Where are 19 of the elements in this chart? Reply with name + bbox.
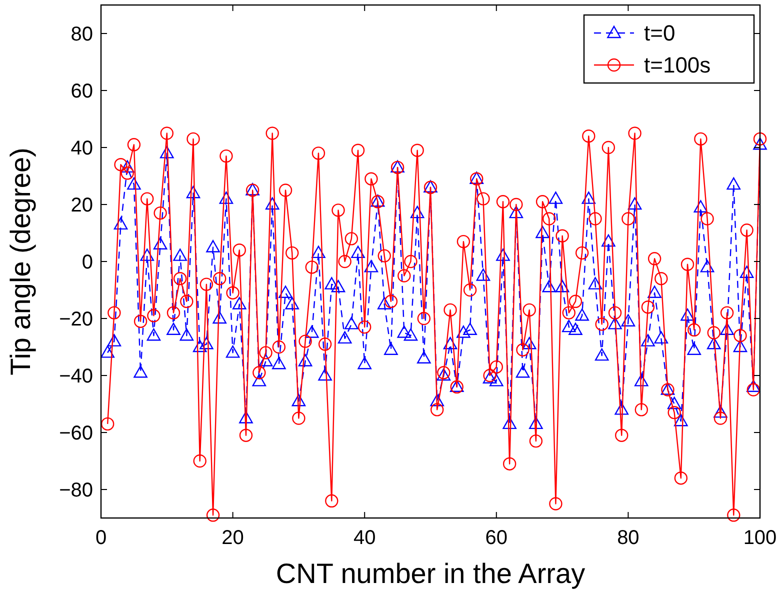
y-tick-label: −80 [59,480,93,502]
x-tick-label: 100 [743,527,777,549]
y-tick-label: −60 [59,422,93,444]
x-tick-label: 40 [353,527,376,549]
y-tick-label: −20 [59,308,93,330]
x-tick-label: 60 [485,527,508,549]
y-tick-label: −40 [59,366,93,388]
y-tick-label: 80 [70,24,93,46]
y-tick-label: 40 [70,138,93,160]
x-tick-label: 80 [617,527,640,549]
x-axis-title: CNT number in the Array [276,558,586,589]
y-tick-label: 20 [70,194,93,216]
x-tick-label: 20 [222,527,244,549]
y-axis-title: Tip angle (degree) [5,148,36,376]
x-tick-label: 0 [95,527,107,549]
y-tick-label: 0 [82,252,93,274]
legend-label: t=0 [644,20,676,46]
legend-label: t=100s [644,52,711,78]
y-tick-label: 60 [70,80,93,102]
